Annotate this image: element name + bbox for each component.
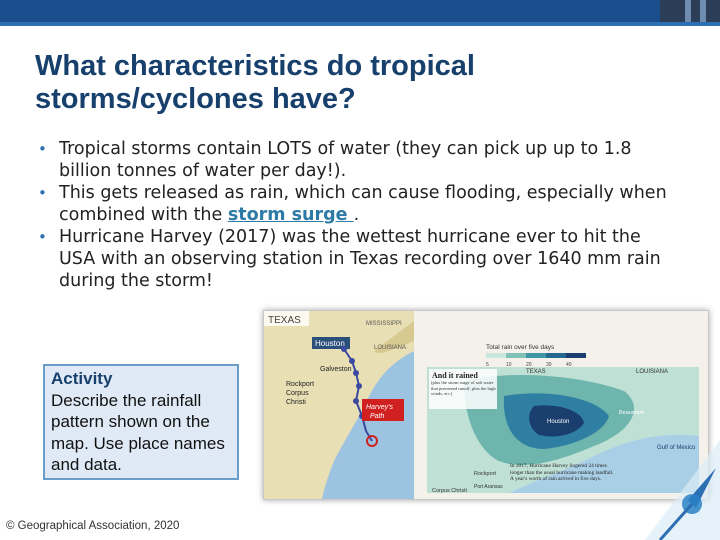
label-port-aransas: Port Aransas	[474, 484, 503, 490]
legend-tick: 10	[506, 362, 512, 368]
slide-title-line: storms/cyclones have?	[35, 83, 356, 115]
label-texas-right: TEXAS	[526, 369, 546, 375]
compass-icon	[645, 440, 720, 540]
legend-title: Total rain over five days	[486, 344, 555, 351]
legend-tick: 30	[546, 362, 552, 368]
panel-title: And it rained	[432, 371, 478, 380]
legend-tick: 40	[566, 362, 572, 368]
rain-zone-extreme	[529, 405, 584, 437]
track-point	[341, 346, 347, 352]
legend-tick: 20	[526, 362, 532, 368]
bullet-text: This gets released as rain, which can ca…	[59, 183, 667, 225]
panel-note: (plus the storm surge of salt water that…	[431, 380, 496, 397]
label-christi: Christi	[286, 399, 306, 406]
slide-title-line: What characteristics do tropical	[35, 50, 475, 82]
label-houston: Houston	[315, 339, 345, 348]
banner-stripe	[685, 0, 691, 22]
banner-stripe	[700, 0, 706, 22]
map-caption: In 2017, Hurricane Harvey lingered 24 ti…	[510, 463, 614, 482]
activity-body: Describe the rainfall pattern shown on t…	[51, 390, 225, 475]
hurricane-harvey-map: TEXAS MISSISSIPPI LOUISIANA Houston Galv…	[263, 310, 709, 500]
compass-bg	[645, 440, 720, 540]
bullet-item: • This gets released as rain, which can …	[38, 182, 678, 226]
bullet-icon: •	[38, 140, 47, 158]
panel-note-wrap: (plus the storm surge of salt water that…	[431, 380, 496, 397]
label-texas: TEXAS	[268, 315, 301, 326]
legend-bar	[526, 353, 546, 358]
gulf-water	[322, 351, 414, 499]
label-path-line1: Harvey's	[366, 404, 394, 411]
label-corpus-right: Corpus Christi	[432, 488, 467, 494]
label-beaumont: Beaumont	[619, 410, 645, 416]
bullet-list: • Tropical storms contain LOTS of water …	[38, 138, 678, 292]
storm-surge-link[interactable]: storm surge	[227, 205, 354, 225]
path-label-bg	[362, 399, 404, 421]
compass-line	[658, 503, 694, 540]
label-rockport-right: Rockport	[474, 471, 496, 477]
legend-bar	[506, 353, 526, 358]
state-label-bg	[264, 311, 309, 326]
bullet-item: • Tropical storms contain LOTS of water …	[38, 138, 678, 182]
legend-bar	[566, 353, 586, 358]
label-louisiana-right: LOUISIANA	[636, 369, 668, 375]
label-path-line2: Path	[370, 413, 385, 420]
gulf-area	[509, 434, 699, 493]
copyright-footer: © Geographical Association, 2020	[6, 520, 180, 532]
track-point	[353, 370, 359, 376]
activity-heading: Activity	[51, 369, 113, 388]
track-point	[349, 358, 355, 364]
legend-bar	[546, 353, 566, 358]
label-rockport: Rockport	[286, 381, 314, 388]
label-corpus: Corpus	[286, 390, 309, 397]
label-louisiana: LOUISIANA	[374, 345, 406, 351]
banner-underline	[0, 22, 720, 26]
top-banner	[0, 0, 720, 22]
track-point	[356, 383, 362, 389]
bullet-text-end: .	[353, 205, 360, 225]
bullet-text: Tropical storms contain LOTS of water (t…	[59, 139, 632, 181]
caption-wrap: In 2017, Hurricane Harvey lingered 24 ti…	[510, 463, 614, 482]
legend-tick: 5	[486, 362, 489, 368]
label-mississippi: MISSISSIPPI	[366, 321, 402, 327]
slide-title: What characteristics do tropical storms/…	[35, 50, 635, 116]
track-point	[353, 398, 359, 404]
bullet-text: Hurricane Harvey (2017) was the wettest …	[59, 227, 661, 291]
bullet-icon: •	[38, 184, 47, 202]
bullet-icon: •	[38, 228, 47, 246]
label-gulf: Gulf of Mexico	[657, 445, 696, 451]
label-galveston: Galveston	[320, 366, 352, 373]
panel-title-bg	[429, 369, 497, 409]
bullet-item: • Hurricane Harvey (2017) was the wettes…	[38, 226, 678, 292]
houston-label-bg	[312, 337, 350, 349]
label-houston-right: Houston	[547, 419, 569, 425]
activity-box: Activity Describe the rainfall pattern s…	[43, 364, 239, 480]
map-graphic: TEXAS MISSISSIPPI LOUISIANA Houston Galv…	[264, 311, 708, 499]
louisiana-area	[374, 321, 414, 353]
storm-icon	[366, 435, 378, 447]
